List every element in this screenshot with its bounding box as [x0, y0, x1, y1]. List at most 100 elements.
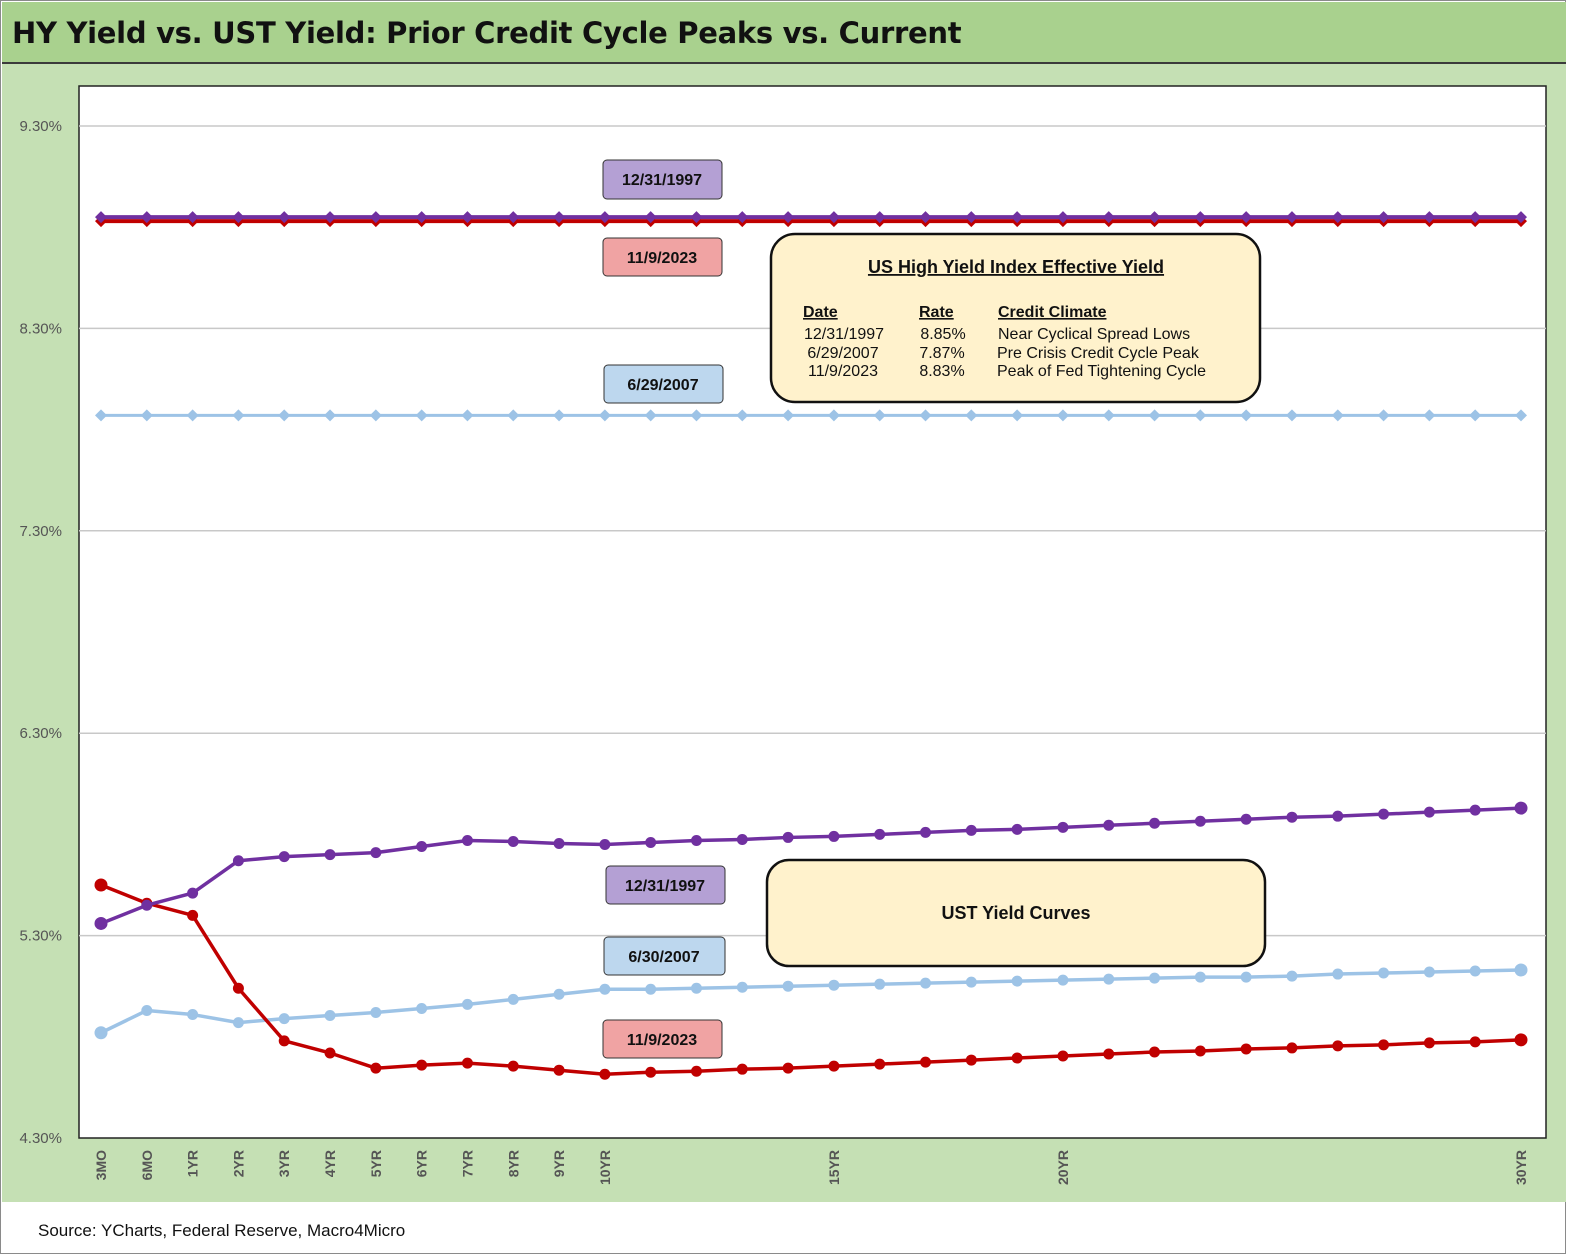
ust-point-nov2023	[1286, 1042, 1298, 1054]
hy-point-jun2007	[369, 409, 382, 422]
ust-point-dec1997	[141, 899, 153, 911]
y-tick-label: 4.30%	[19, 1130, 62, 1147]
ust-point-jun2007	[1103, 973, 1115, 985]
label-hy-2007: 6/29/2007	[603, 364, 724, 404]
hy-box-title: US High Yield Index Effective Yield	[868, 257, 1164, 277]
hy-point-jun2007	[1011, 409, 1024, 422]
x-tick-label: 2YR	[230, 1150, 246, 1177]
hy-point-jun2007	[1285, 409, 1298, 422]
ust-point-jun2007	[94, 1026, 108, 1040]
hy-point-dec1997	[95, 211, 107, 224]
ust-point-nov2023	[461, 1057, 473, 1069]
hy-point-jun2007	[782, 409, 795, 422]
hy-point-dec1997	[140, 211, 153, 224]
hy-point-jun2007	[644, 409, 657, 422]
hy-point-jun2007	[140, 409, 153, 422]
ust-point-jun2007	[1514, 963, 1528, 977]
ust-point-nov2023	[1149, 1046, 1161, 1058]
ust-series-dec1997	[94, 801, 1528, 930]
ust-point-nov2023	[599, 1068, 611, 1080]
label-ust-1997-text: 12/31/1997	[625, 878, 705, 895]
hy-point-dec1997	[1194, 211, 1207, 224]
ust-point-jun2007	[965, 976, 977, 988]
ust-point-nov2023	[416, 1059, 428, 1071]
ust-point-nov2023	[278, 1035, 290, 1047]
y-tick-label: 5.30%	[19, 928, 62, 945]
hy-point-jun2007	[598, 409, 611, 422]
label-ust-2023-text: 11/9/2023	[627, 1032, 697, 1049]
hy-point-dec1997	[1011, 211, 1024, 224]
hy-point-dec1997	[873, 211, 886, 224]
ust-point-dec1997	[1149, 817, 1161, 829]
hy-box-row1-climate: Near Cyclical Spread Lows	[998, 326, 1190, 343]
ust-point-jun2007	[828, 979, 840, 991]
ust-series-jun2007	[94, 963, 1528, 1040]
label-ust-2007-box	[603, 936, 726, 976]
hy-point-dec1997	[324, 211, 337, 224]
hy-point-jun2007	[232, 409, 245, 422]
hy-point-dec1997	[507, 211, 520, 224]
label-hy-2023: 11/9/2023	[602, 237, 723, 277]
hy-point-jun2007	[736, 409, 749, 422]
ust-point-dec1997	[324, 849, 336, 861]
ust-point-dec1997	[232, 855, 244, 867]
ust-point-jun2007	[920, 977, 932, 989]
ust-point-dec1997	[1194, 815, 1206, 827]
ust-point-dec1997	[1332, 810, 1344, 822]
ust-point-dec1997	[553, 838, 565, 850]
hy-box-row3-rate: 8.83%	[919, 363, 964, 380]
hy-point-dec1997	[1469, 211, 1482, 224]
x-tick-label: 6MO	[139, 1150, 155, 1180]
ust-info-box-bg	[765, 858, 1267, 968]
hy-point-jun2007	[827, 409, 840, 422]
hy-point-jun2007	[1331, 409, 1344, 422]
ust-point-nov2023	[1378, 1039, 1390, 1051]
hy-point-dec1997	[461, 211, 474, 224]
hy-box-header-date: Date	[803, 304, 838, 321]
label-hy-1997: 12/31/1997	[602, 159, 723, 200]
hy-point-jun2007	[965, 409, 978, 422]
x-tick-label: 5YR	[368, 1150, 384, 1177]
hy-point-jun2007	[461, 409, 474, 422]
ust-point-jun2007	[232, 1017, 244, 1029]
label-ust-2007: 6/30/2007	[603, 936, 726, 976]
ust-point-nov2023	[1240, 1043, 1252, 1055]
hy-point-dec1997	[690, 211, 703, 224]
ust-point-nov2023	[965, 1054, 977, 1066]
hy-point-jun2007	[919, 409, 932, 422]
ust-point-jun2007	[507, 993, 519, 1005]
hy-point-jun2007	[873, 409, 886, 422]
hy-point-jun2007	[1423, 409, 1436, 422]
ust-point-dec1997	[736, 833, 748, 845]
hy-point-dec1997	[1102, 211, 1115, 224]
ust-point-nov2023	[690, 1065, 702, 1077]
ust-point-jun2007	[324, 1010, 336, 1022]
x-tick-label: 20YR	[1055, 1150, 1071, 1185]
ust-point-jun2007	[1149, 972, 1161, 984]
ust-point-jun2007	[599, 983, 611, 995]
ust-point-jun2007	[1057, 974, 1069, 986]
chart-svg: 9.30% 8.30% 7.30% 6.30% 5.30% 4.30% 3MO 6MO 1YR…	[19, 85, 1547, 1185]
ust-point-dec1997	[1514, 801, 1528, 815]
hy-point-jun2007	[553, 409, 566, 422]
hy-info-box: US High Yield Index Effective Yield Date…	[769, 232, 1262, 404]
hy-point-jun2007	[1102, 409, 1115, 422]
ust-point-nov2023	[736, 1063, 748, 1075]
hy-point-dec1997	[186, 211, 199, 224]
ust-point-jun2007	[874, 978, 886, 990]
ust-point-nov2023	[187, 909, 199, 921]
ust-point-nov2023	[828, 1060, 840, 1072]
hy-point-jun2007	[95, 409, 107, 422]
hy-point-dec1997	[736, 211, 749, 224]
ust-line-jun2007	[100, 968, 1522, 1035]
ust-point-jun2007	[553, 988, 565, 1000]
ust-point-nov2023	[1423, 1037, 1435, 1049]
hy-series-jun2007	[95, 409, 1527, 422]
ust-point-jun2007	[1332, 968, 1344, 980]
x-tick-label: 4YR	[322, 1150, 338, 1177]
ust-point-jun2007	[141, 1004, 153, 1016]
label-hy-1997-box	[602, 159, 723, 200]
ust-point-dec1997	[278, 851, 290, 863]
hy-point-dec1997	[1285, 211, 1298, 224]
ust-point-dec1997	[416, 841, 428, 853]
